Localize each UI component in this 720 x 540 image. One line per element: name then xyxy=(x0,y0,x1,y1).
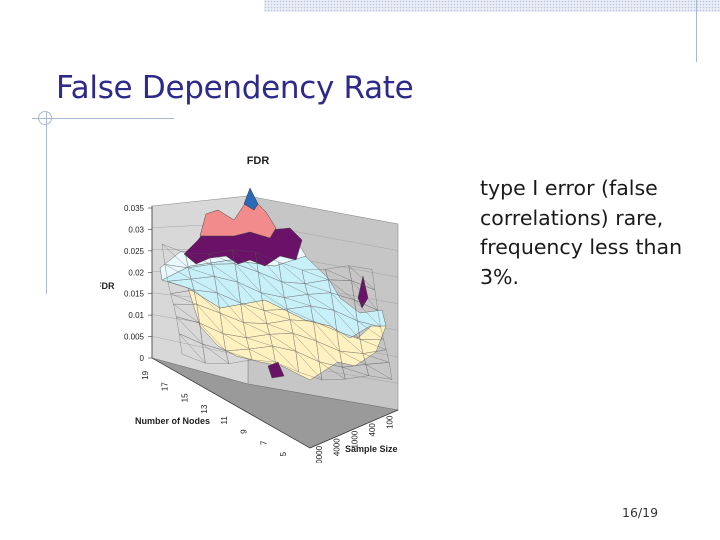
bullet-text: type I error (false correlations) rare, … xyxy=(480,176,683,289)
sample-tick-label: 400 xyxy=(368,423,377,437)
node-tick-label: 11 xyxy=(220,416,229,425)
z-tick-label: 0.035 xyxy=(124,204,145,213)
surface-band-pink xyxy=(199,199,277,239)
fdr-surface xyxy=(159,187,393,381)
mesh-cell xyxy=(365,362,393,380)
node-tick-label: 13 xyxy=(200,404,209,413)
slide-title: False Dependency Rate xyxy=(56,70,414,106)
z-tick-label: 0 xyxy=(140,354,145,363)
z-tick-label: 0.01 xyxy=(128,311,144,320)
node-tick-label: 5 xyxy=(279,451,288,456)
node-tick-label: 7 xyxy=(259,440,268,445)
header-decoration-band xyxy=(264,0,720,12)
node-tick-label: 19 xyxy=(141,370,150,379)
z-axis-label: FDR xyxy=(100,281,115,291)
sample-axis-label: Sample Size xyxy=(345,444,398,454)
decorative-circle xyxy=(38,111,52,125)
z-tick-label: 0.03 xyxy=(128,225,144,234)
decorative-rule-right xyxy=(696,0,697,62)
surface-spike-purple xyxy=(357,275,369,309)
node-tick-label: 17 xyxy=(161,382,170,391)
z-tick-label: 0.015 xyxy=(124,290,145,299)
decorative-rule-left xyxy=(46,112,47,294)
chart-title: FDR xyxy=(247,155,270,167)
fdr-surface-chart: FDR FDR Number of Nodes Sample Size 0.03… xyxy=(100,155,400,463)
sample-tick-label: 100 xyxy=(385,415,394,429)
nodes-axis-label: Number of Nodes xyxy=(135,416,210,426)
z-axis-ticks: 0.035 0.03 0.025 0.02 0.015 0.01 0.005 0 xyxy=(124,204,152,363)
z-tick-label: 0.02 xyxy=(128,268,144,277)
sample-tick-label: 1000 xyxy=(350,430,359,448)
sample-axis-line xyxy=(309,409,399,449)
sample-axis-ticks: 100 400 1000 4000 20000 xyxy=(315,415,394,463)
title-underline-rule xyxy=(32,118,174,119)
node-tick-label: 15 xyxy=(180,393,189,402)
surface-dip-purple xyxy=(267,361,285,379)
sample-tick-label: 4000 xyxy=(333,438,342,456)
nodes-axis-ticks: 19 17 15 13 11 9 7 5 xyxy=(141,370,288,456)
sample-tick-label: 20000 xyxy=(315,445,324,463)
surface-mesh xyxy=(161,243,393,381)
nodes-axis-line xyxy=(151,357,311,449)
node-tick-label: 9 xyxy=(240,429,249,434)
z-tick-label: 0.025 xyxy=(124,247,145,256)
surface-peak-blue xyxy=(243,187,259,211)
z-tick-label: 0.005 xyxy=(124,333,145,342)
page-number: 16/19 xyxy=(622,505,659,520)
